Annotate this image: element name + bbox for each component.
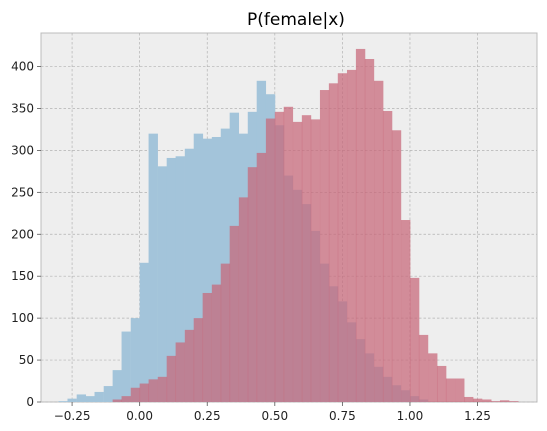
- series-1-bar: [122, 332, 131, 402]
- series-2-bar: [266, 119, 275, 402]
- series-2-bar: [122, 396, 131, 402]
- series-2-bar: [482, 399, 491, 402]
- series-2-bar: [428, 353, 437, 402]
- series-1-bar: [86, 396, 95, 402]
- series-2-bar: [338, 73, 347, 402]
- series-1-bar: [149, 134, 158, 402]
- series-2-bar: [284, 107, 293, 402]
- x-tick-label: 0.25: [194, 409, 221, 423]
- series-2-bar: [419, 335, 428, 402]
- series-2-bar: [275, 112, 284, 402]
- series-2-bar: [239, 197, 248, 402]
- series-2-bar: [455, 379, 464, 402]
- series-2-bar: [302, 115, 311, 402]
- series-2-bar: [347, 70, 356, 402]
- series-2-bar: [392, 130, 401, 402]
- series-2-bar: [113, 399, 122, 402]
- series-2-bar: [383, 111, 392, 402]
- series-2-bar: [167, 356, 176, 402]
- x-tick-label: 0.00: [126, 409, 153, 423]
- series-1-bar: [113, 370, 122, 402]
- series-2-bar: [149, 379, 158, 402]
- y-tick-label: 200: [11, 227, 34, 241]
- y-tick-label: 350: [11, 101, 34, 115]
- series-1-bar: [104, 386, 113, 402]
- series-2-bar: [194, 318, 203, 402]
- series-2-bar: [158, 377, 167, 402]
- series-1-bar: [77, 394, 86, 402]
- series-2-bar: [500, 400, 509, 402]
- y-tick-label: 300: [11, 143, 34, 157]
- x-tick-label: −0.25: [54, 409, 91, 423]
- series-2-bar: [248, 167, 257, 402]
- series-2-bar: [257, 153, 266, 402]
- x-tick-label: 1.25: [464, 409, 491, 423]
- x-tick-label: 0.50: [261, 409, 288, 423]
- series-2-bar: [401, 220, 410, 402]
- series-2-bar: [293, 122, 302, 402]
- series-2-bar: [473, 399, 482, 402]
- series-2-bar: [311, 119, 320, 402]
- series-2-bar: [185, 330, 194, 402]
- series-1-bar: [158, 166, 167, 402]
- x-tick-label: 1.00: [397, 409, 424, 423]
- series-2-bar: [176, 342, 185, 402]
- series-2-bar: [140, 384, 149, 402]
- y-tick-label: 0: [26, 395, 34, 409]
- chart-title: P(female|x): [247, 10, 345, 30]
- series-2-bar: [356, 49, 365, 402]
- series-1-bar: [140, 263, 149, 402]
- series-2-bar: [221, 264, 230, 402]
- series-2-bar: [329, 83, 338, 402]
- series-2-bar: [365, 59, 374, 402]
- series-2-bar: [131, 388, 140, 402]
- series-2-bar: [203, 293, 212, 402]
- series-1-bar: [59, 401, 68, 402]
- y-tick-label: 100: [11, 311, 34, 325]
- series-2-bar: [320, 90, 329, 402]
- series-2-bar: [446, 379, 455, 402]
- y-tick-label: 400: [11, 60, 34, 74]
- series-2-bar: [509, 401, 518, 402]
- series-1-bar: [95, 392, 104, 402]
- y-tick-label: 250: [11, 185, 34, 199]
- series-2-bar: [410, 278, 419, 402]
- series-1-bar: [67, 399, 76, 402]
- series-2-bar: [212, 285, 221, 402]
- y-tick-label: 150: [11, 269, 34, 283]
- y-tick-label: 50: [19, 353, 34, 367]
- series-2-bar: [464, 397, 473, 402]
- series-2-bar: [374, 81, 383, 402]
- series-2-bar: [230, 226, 239, 402]
- x-tick-label: 0.75: [329, 409, 356, 423]
- series-2-bar: [437, 366, 446, 402]
- series-2-bar: [491, 401, 500, 402]
